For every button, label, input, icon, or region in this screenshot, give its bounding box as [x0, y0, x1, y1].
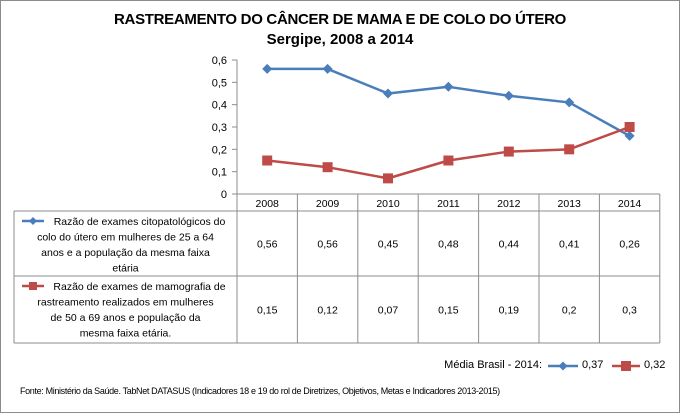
table-cell-value: 0,3 [622, 305, 637, 317]
table-cell-value: 0,41 [559, 239, 580, 251]
square-marker-icon [612, 361, 640, 371]
table-cell-value: 0,12 [317, 305, 338, 317]
cytology-data-point [503, 90, 514, 101]
mammography-data-point [383, 173, 393, 184]
mammography-data-point [564, 144, 575, 155]
mammography-data-point [503, 146, 514, 157]
y-tick-label: 0,3 [212, 122, 227, 134]
series-label-line: rastreamento realizados em mulheres [37, 297, 213, 309]
mammography-data-point [624, 122, 635, 132]
table-cell-value: 0,56 [317, 239, 338, 251]
cytology-data-point [443, 81, 454, 92]
table-cell-value: 0,19 [499, 305, 520, 317]
x-category-label: 2013 [558, 198, 582, 210]
mammography-data-point [322, 162, 333, 173]
cytology-data-point [262, 63, 273, 74]
mammography-data-point [262, 155, 273, 166]
table-cell-value: 0,15 [438, 305, 459, 317]
x-category-label: 2010 [376, 198, 400, 210]
table-cell-value: 0,56 [257, 239, 278, 251]
series-label-line: colo do útero em mulheres de 25 a 64 [37, 232, 214, 244]
cytology-data-point [564, 97, 575, 108]
diamond-marker-icon [548, 361, 578, 371]
brazil-average-mammography-value: 0,32 [644, 359, 666, 371]
x-category-label: 2011 [437, 198, 460, 210]
x-category-label: 2012 [497, 198, 521, 210]
brazil-average-label: Média Brasil - 2014: [444, 359, 542, 371]
chart-title: RASTREAMENTO DO CÂNCER DE MAMA E DE COLO… [114, 11, 566, 28]
series-label-line: etária [112, 263, 138, 275]
y-tick-label: 0 [221, 189, 227, 201]
cytology-data-point [322, 63, 333, 74]
table-cell-value: 0,45 [378, 239, 399, 251]
cytology-data-point [383, 88, 393, 99]
x-category-label: 2009 [316, 198, 340, 210]
table-cell-value: 0,26 [619, 239, 640, 251]
cytology-series-line [267, 67, 631, 138]
table-cell-value: 0,2 [562, 305, 577, 317]
mammography-data-point [443, 155, 454, 166]
brazil-average-cytology-value: 0,37 [582, 359, 604, 371]
y-tick-label: 0,2 [212, 144, 227, 156]
series-label-line: Razão de exames de mamografia de [53, 281, 225, 293]
diamond-marker-icon [29, 217, 37, 225]
y-tick-label: 0,4 [212, 100, 227, 112]
y-tick-label: 0,6 [212, 55, 227, 67]
table-cell-value: 0,07 [378, 305, 399, 317]
chart-subtitle: Sergipe, 2008 a 2014 [266, 31, 414, 48]
x-category-label: 2008 [256, 198, 280, 210]
source-note: Fonte: Ministério da Saúde. TabNet DATAS… [20, 386, 500, 396]
series-label-line: de 50 a 69 anos e população da [50, 312, 200, 324]
table-cell-value: 0,44 [499, 239, 520, 251]
square-marker-icon [29, 282, 37, 290]
series-label-line: anos e a população da mesma faixa [41, 247, 210, 259]
y-tick-label: 0,5 [212, 77, 227, 89]
series-label-line: Razão de exames citopatológicos do [54, 216, 226, 228]
mammography-series-line [267, 125, 631, 180]
series-label-line: mesma faixa etária. [80, 328, 172, 340]
table-cell-value: 0,15 [257, 305, 278, 317]
brazil-average-legend: Média Brasil - 2014: 0,37 0,32 [0, 357, 680, 375]
y-tick-label: 0,1 [212, 167, 227, 179]
cytology-data-point [624, 130, 635, 141]
x-category-label: 2014 [618, 198, 642, 210]
table-cell-value: 0,48 [438, 239, 459, 251]
